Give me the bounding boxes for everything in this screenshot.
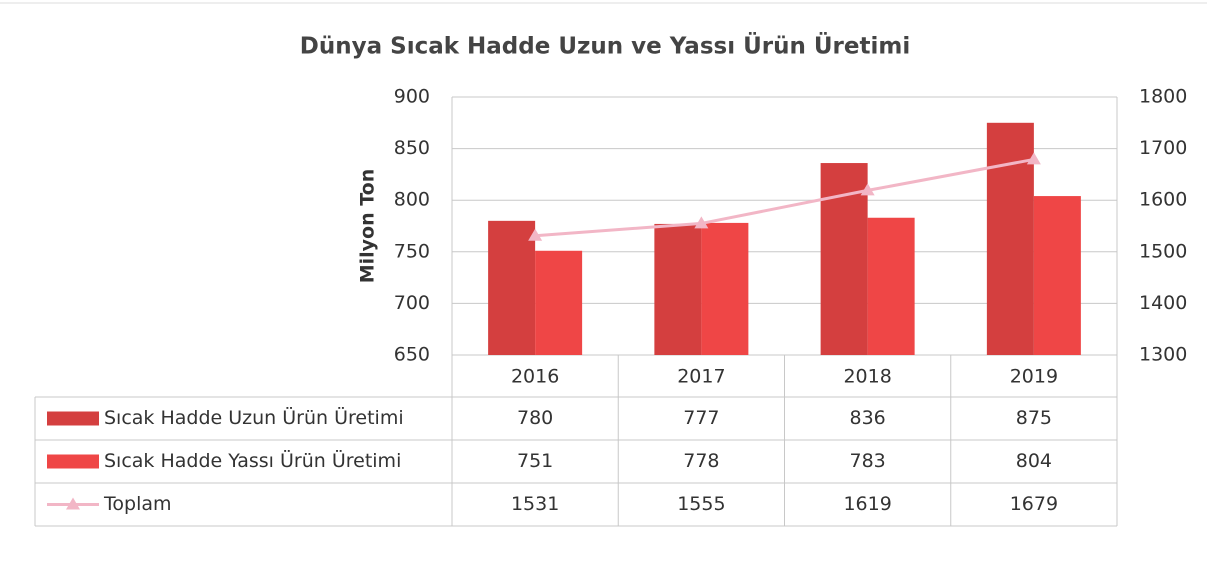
bar [488,220,536,355]
y-axis-label: Milyon Ton [357,169,379,284]
bar [1033,196,1081,355]
legend-key [47,454,99,469]
table-value: 1555 [677,493,725,515]
y-tick-label: 700 [394,292,430,314]
line [535,157,1035,238]
table-value: 804 [1016,450,1052,472]
y2-tick-label: 1400 [1139,292,1187,314]
chart-title: Dünya Sıcak Hadde Uzun ve Yassı Ürün Üre… [300,32,910,60]
y-tick-label: 800 [394,189,430,211]
table-value: 1619 [843,493,891,515]
x-tick-label: 2018 [843,366,891,388]
line-marker [694,216,709,229]
bar [986,122,1034,355]
legend-label: Sıcak Hadde Uzun Ürün Üretimi [104,406,404,429]
legend-key [47,411,99,426]
table-value: 777 [683,407,719,429]
y2-tick-label: 1800 [1139,86,1187,108]
table-value: 1679 [1010,493,1058,515]
bar [867,217,915,355]
legend-label: Toplam [103,493,172,515]
table-value: 1531 [511,493,559,515]
y-tick-label: 900 [394,86,430,108]
table-value: 836 [849,407,885,429]
y2-tick-label: 1600 [1139,189,1187,211]
y-tick-label: 650 [394,344,430,366]
y2-tick-label: 1500 [1139,240,1187,262]
y-tick-label: 750 [394,240,430,262]
line-marker [860,183,875,196]
table-value: 751 [517,450,553,472]
table-value: 778 [683,450,719,472]
legend-label: Sıcak Hadde Yassı Ürün Üretimi [104,449,401,472]
x-tick-label: 2017 [677,366,725,388]
line-marker [528,228,543,241]
bar [654,223,702,355]
table-value: 783 [849,450,885,472]
legend-key [66,497,80,510]
table-value: 875 [1016,407,1052,429]
bar [701,222,749,355]
x-tick-label: 2016 [511,366,559,388]
y-tick-label: 850 [394,137,430,159]
y2-tick-label: 1700 [1139,137,1187,159]
x-tick-label: 2019 [1010,366,1058,388]
line-marker [1026,152,1041,165]
y2-tick-label: 1300 [1139,344,1187,366]
table-value: 780 [517,407,553,429]
bar [535,250,583,355]
